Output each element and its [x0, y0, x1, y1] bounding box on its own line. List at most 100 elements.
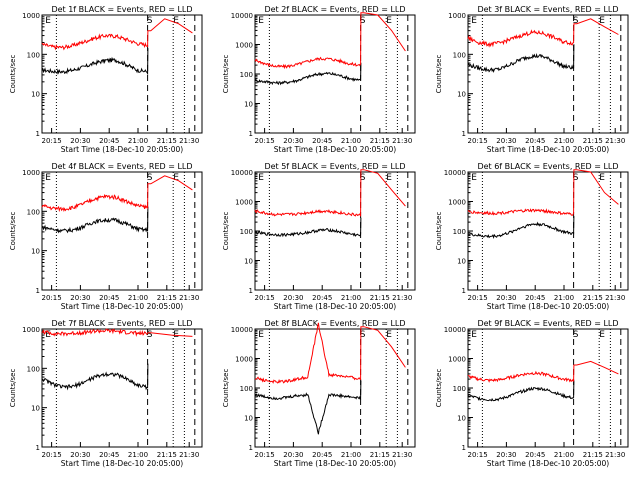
y-tick-label: 1	[462, 130, 466, 138]
x-tick-label: 21:00	[554, 294, 574, 302]
x-tick-label: 21:30	[179, 294, 199, 302]
x-tick-label: 21:30	[392, 137, 412, 145]
y-tick-label: 1	[36, 287, 40, 295]
x-tick-label: 21:15	[370, 137, 390, 145]
x-tick-label: 20:15	[255, 294, 275, 302]
marker-letter: S	[147, 16, 153, 26]
x-axis-label: Start Time (18-Dec-10 20:05:00)	[274, 459, 396, 468]
series-events-line	[42, 206, 149, 234]
marker-letter: E	[599, 330, 605, 340]
plot-frame	[467, 171, 629, 291]
series-events-line	[42, 363, 149, 391]
panel-title: Det 5f BLACK = Events, RED = LLD	[264, 162, 405, 171]
detector-panel: Det 2f BLACK = Events, RED = LLD 1 10 100 10…	[222, 5, 416, 154]
plot-frame	[41, 171, 203, 291]
y-tick-label: 1	[462, 287, 466, 295]
marker-letter: E	[386, 173, 392, 183]
panel-title: Det 7f BLACK = Events, RED = LLD	[51, 319, 192, 328]
marker-letter: S	[360, 173, 366, 183]
x-tick-label: 21:30	[605, 451, 625, 459]
x-tick-label: 21:15	[583, 294, 603, 302]
plot-frame	[41, 328, 203, 448]
y-axis-label: Counts/sec	[9, 55, 17, 94]
y-tick-label: 1	[249, 287, 253, 295]
marker-letter: E	[258, 173, 264, 183]
plot-frame	[467, 14, 629, 134]
x-tick-label: 20:30	[496, 137, 516, 145]
x-tick-label: 21:30	[179, 451, 199, 459]
detector-panel: Det 4f BLACK = Events, RED = LLD 1 10 100 10…	[9, 162, 203, 311]
y-axis-label: Counts/sec	[435, 212, 443, 251]
x-tick-label: 21:15	[583, 451, 603, 459]
y-tick-label: 1	[462, 444, 466, 452]
x-tick-label: 20:45	[525, 137, 545, 145]
x-tick-label: 20:30	[70, 294, 90, 302]
y-tick-label: 100	[27, 365, 40, 373]
marker-letter: E	[173, 173, 179, 183]
series-events-line	[42, 48, 149, 76]
x-tick-label: 20:45	[525, 451, 545, 459]
marker-letter: S	[360, 330, 366, 340]
series-events-line	[254, 380, 362, 435]
series-events-line	[467, 44, 575, 74]
detector-panel: Det 6f BLACK = Events, RED = LLD 1 10 100 10…	[435, 162, 629, 311]
x-tick-label: 20:15	[42, 451, 62, 459]
x-tick-label: 21:00	[128, 451, 148, 459]
y-tick-label: 10	[457, 258, 466, 266]
y-tick-label: 1000	[448, 12, 466, 20]
x-tick-label: 21:00	[128, 294, 148, 302]
marker-letter: E	[173, 16, 179, 26]
marker-letter: E	[386, 16, 392, 26]
x-tick-label: 21:30	[605, 137, 625, 145]
x-tick-label: 20:45	[99, 137, 119, 145]
marker-letter: E	[45, 16, 51, 26]
marker-letter: E	[471, 330, 477, 340]
panel-title: Det 1f BLACK = Events, RED = LLD	[51, 5, 192, 14]
panel-title: Det 2f BLACK = Events, RED = LLD	[264, 5, 405, 14]
y-tick-label: 100	[27, 51, 40, 59]
x-tick-label: 21:00	[128, 137, 148, 145]
x-axis-label: Start Time (18-Dec-10 20:05:00)	[61, 302, 183, 311]
marker-letter: E	[599, 173, 605, 183]
y-tick-label: 100	[240, 228, 253, 236]
y-tick-label: 10000	[231, 326, 253, 334]
x-axis-label: Start Time (18-Dec-10 20:05:00)	[274, 302, 396, 311]
detector-panel: Det 8f BLACK = Events, RED = LLD 1 10 100 10…	[222, 319, 416, 468]
y-tick-label: 1	[249, 130, 253, 138]
x-tick-label: 21:30	[179, 137, 199, 145]
x-tick-label: 20:30	[70, 451, 90, 459]
x-tick-label: 21:15	[157, 137, 177, 145]
y-axis-label: Counts/sec	[435, 369, 443, 408]
panel-title: Det 6f BLACK = Events, RED = LLD	[477, 162, 618, 171]
detector-panel: Det 7f BLACK = Events, RED = LLD 1 10 100 10…	[9, 319, 203, 468]
y-tick-label: 100	[453, 51, 466, 59]
y-tick-label: 1	[249, 444, 253, 452]
y-axis-label: Counts/sec	[222, 55, 230, 94]
y-tick-label: 10	[31, 91, 40, 99]
y-tick-label: 100	[453, 228, 466, 236]
x-axis-label: Start Time (18-Dec-10 20:05:00)	[61, 145, 183, 154]
series-lld-line	[41, 175, 193, 213]
series-events-line	[254, 217, 362, 238]
x-tick-label: 21:30	[392, 294, 412, 302]
x-tick-label: 20:30	[496, 294, 516, 302]
y-axis-label: Counts/sec	[435, 55, 443, 94]
x-axis-label: Start Time (18-Dec-10 20:05:00)	[487, 302, 609, 311]
x-tick-label: 20:45	[99, 451, 119, 459]
y-tick-label: 1	[36, 444, 40, 452]
y-tick-label: 1000	[22, 12, 40, 20]
y-tick-label: 100	[240, 71, 253, 79]
x-tick-label: 20:45	[312, 451, 332, 459]
y-axis-label: Counts/sec	[9, 212, 17, 251]
x-tick-label: 20:15	[468, 137, 488, 145]
y-tick-label: 10000	[444, 169, 466, 177]
x-tick-label: 21:00	[554, 137, 574, 145]
y-tick-label: 10000	[231, 169, 253, 177]
x-tick-label: 20:45	[312, 137, 332, 145]
x-axis-label: Start Time (18-Dec-10 20:05:00)	[61, 459, 183, 468]
y-axis-label: Counts/sec	[9, 369, 17, 408]
y-tick-label: 10	[457, 91, 466, 99]
y-tick-label: 10	[244, 101, 253, 109]
y-tick-label: 10	[457, 415, 466, 423]
x-tick-label: 21:30	[605, 294, 625, 302]
